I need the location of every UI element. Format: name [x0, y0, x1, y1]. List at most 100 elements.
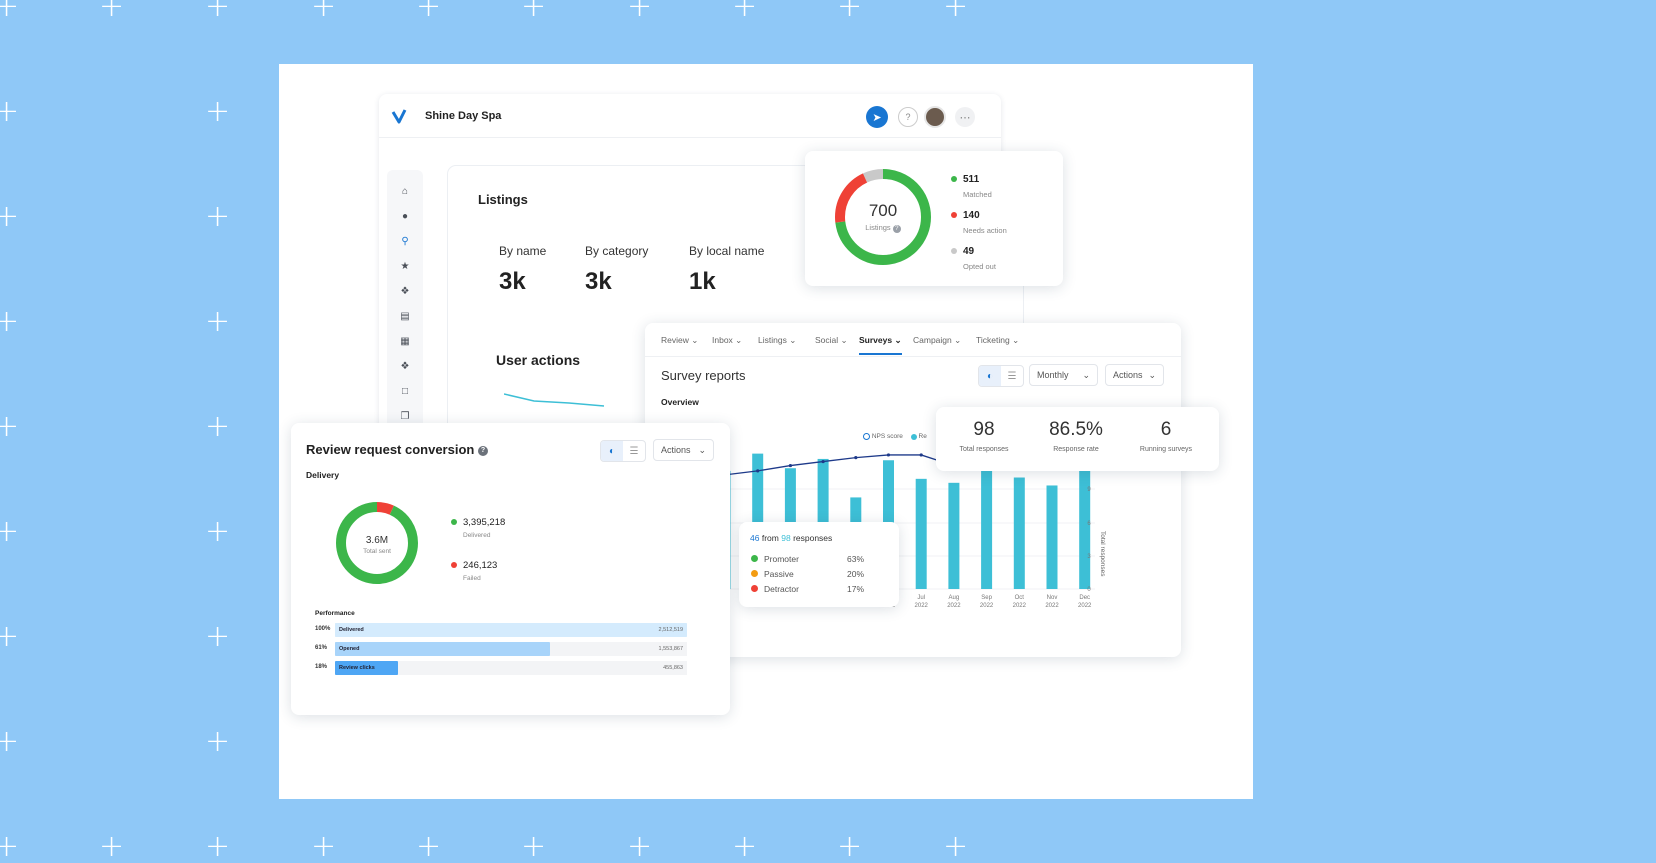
nps-point[interactable] [821, 459, 825, 464]
nps-point[interactable] [854, 456, 858, 460]
grid-icon[interactable]: ▦ [400, 336, 410, 347]
delivery-donut-total: 3.6M [365, 535, 389, 546]
legend-count: 49 [963, 246, 975, 257]
legend-responses: Re [918, 433, 927, 441]
nps-point[interactable] [886, 453, 891, 457]
plus-mark: + [0, 0, 20, 24]
chart-view-icon[interactable]: ◐ [601, 441, 623, 461]
y-tick-label: 3 [1087, 554, 1091, 560]
inbox-icon[interactable]: ▤ [400, 311, 410, 322]
performance-pct: 18% [315, 664, 328, 670]
actions-dropdown[interactable]: Actions ⌄ [653, 439, 714, 461]
tooltip-row-promoter: Promoter 63% [751, 554, 876, 564]
bar-dec-2022[interactable] [1079, 452, 1091, 589]
legend-nps-marker [863, 433, 870, 440]
x-tick-label: Jul 2022 [915, 595, 929, 609]
more-icon[interactable]: ⋯ [955, 107, 975, 127]
performance-label: Delivered [339, 627, 364, 633]
survey-title: Survey reports [661, 368, 746, 383]
performance-bar-delivered[interactable] [335, 623, 687, 637]
plus-mark: + [311, 829, 337, 863]
legend-count: 3,395,218 [463, 517, 506, 528]
plus-mark: + [205, 514, 231, 549]
ticket-icon[interactable]: ❖ [400, 361, 410, 372]
legend-matched: 511 Matched [951, 169, 992, 199]
tab-social[interactable]: Social ⌄ [815, 335, 848, 345]
tab-surveys[interactable]: Surveys ⌄ [859, 335, 902, 355]
plus-mark: + [0, 514, 20, 549]
tooltip-row-passive: Passive 20% [751, 569, 876, 579]
actions-dropdown[interactable]: Actions ⌄ [1105, 364, 1164, 386]
plus-mark: + [205, 94, 231, 129]
y-tick-label: 0 [1087, 587, 1091, 593]
bar-nov-2022[interactable] [1046, 485, 1058, 589]
donut-slice-delivered[interactable] [336, 502, 418, 584]
legend-dot [751, 555, 758, 562]
brand-logo-icon[interactable] [391, 108, 407, 124]
bar-sep-2022[interactable] [981, 452, 993, 589]
info-icon[interactable]: ❖ [400, 286, 410, 297]
legend-count: 140 [963, 210, 980, 221]
tab-campaign[interactable]: Campaign ⌄ [913, 335, 962, 345]
nps-point[interactable] [788, 463, 792, 468]
listings-donut-card: 700 Listings ? 511 Matched 140 Needs act… [805, 151, 1063, 286]
legend-label: Failed [463, 575, 481, 582]
listings-icon[interactable]: ⚲ [401, 236, 409, 247]
chart-view-icon[interactable]: ◐ [979, 366, 1001, 386]
performance-title: Performance [315, 610, 355, 617]
plus-mark: + [0, 409, 20, 444]
avatar[interactable] [924, 106, 946, 128]
chat-icon[interactable]: ● [401, 211, 409, 222]
x-tick-label: Dec 2022 [1078, 595, 1092, 609]
bar-feb-2022[interactable] [752, 453, 764, 589]
help-icon[interactable]: ? [898, 107, 918, 127]
tab-review[interactable]: Review ⌄ [661, 335, 699, 345]
period-dropdown[interactable]: Monthly ⌄ [1029, 364, 1098, 386]
stage-canvas: Shine Day Spa ➤ ? ⋯ ⌂ ● ⚲ ★ ❖ ▤ ▦ ❖ □ ❐ … [279, 64, 1253, 799]
bar-jul-2022[interactable] [915, 478, 927, 589]
plus-mark: + [205, 619, 231, 654]
list-view-icon[interactable]: ☰ [1007, 370, 1017, 382]
x-tick-label: Nov 2022 [1045, 595, 1059, 609]
info-icon[interactable]: ? [892, 225, 901, 233]
legend-delivered: 3,395,218 Delivered [451, 512, 505, 539]
legend-dot [751, 570, 758, 577]
legend-count: 246,123 [463, 560, 498, 571]
nps-point[interactable] [919, 453, 923, 457]
donut-slice-opted-out[interactable] [835, 169, 931, 265]
plus-mark: + [837, 0, 863, 24]
bar-aug-2022[interactable] [948, 482, 960, 589]
stat-by-local-name-label: By local name [689, 244, 765, 258]
stat-value: 6 [1160, 419, 1172, 440]
stat-label: Total responses [959, 446, 1009, 453]
plus-mark: + [99, 829, 125, 863]
info-icon[interactable]: ? [477, 445, 488, 456]
tab-inbox[interactable]: Inbox ⌄ [712, 335, 743, 345]
delivery-donut [336, 502, 418, 584]
right-axis-label: Total responses [1099, 531, 1106, 577]
star-icon[interactable]: ★ [400, 261, 410, 272]
home-icon[interactable]: ⌂ [401, 186, 409, 197]
tab-ticketing[interactable]: Ticketing ⌄ [976, 335, 1020, 345]
plus-mark: + [205, 199, 231, 234]
tab-listings[interactable]: Listings ⌄ [758, 335, 797, 345]
plus-mark: + [205, 409, 231, 444]
plus-mark: + [943, 0, 969, 24]
nps-point[interactable] [756, 469, 760, 473]
send-icon[interactable]: ➤ [866, 106, 888, 128]
top-bar: Shine Day Spa ➤ ? ⋯ [379, 94, 1001, 138]
chevron-down-icon: ⌄ [1082, 369, 1090, 380]
donut-slice-needs-action[interactable] [835, 169, 931, 265]
list-view-icon[interactable]: ☰ [629, 445, 639, 457]
legend-label: Delivered [463, 532, 491, 539]
plus-mark: + [943, 829, 969, 863]
review-conversion-title: Review request conversion ? [306, 442, 488, 457]
overview-label: Overview [661, 397, 699, 407]
file-icon[interactable]: □ [401, 386, 409, 397]
copy-icon[interactable]: ❐ [400, 411, 410, 422]
plus-mark: + [521, 0, 547, 24]
performance-bar-opened[interactable] [335, 642, 550, 656]
plus-mark: + [416, 0, 442, 24]
bar-oct-2022[interactable] [1013, 477, 1025, 589]
performance-bar-review-clicks[interactable] [335, 661, 399, 675]
